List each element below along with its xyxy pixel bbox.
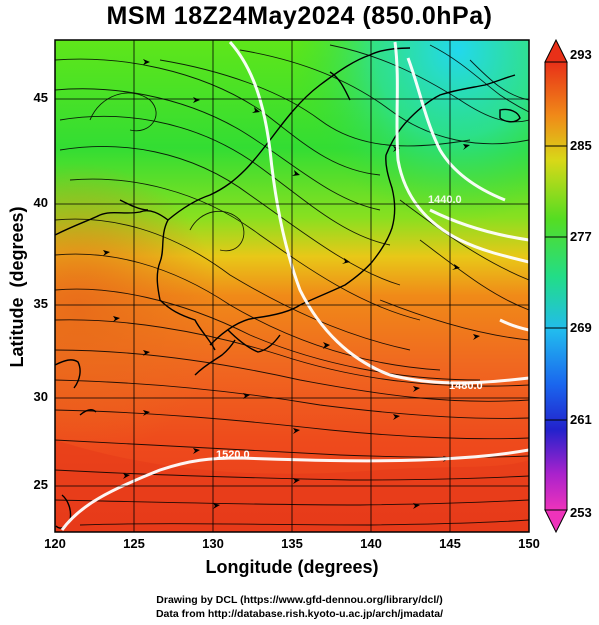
- y-tick-label: 45: [33, 90, 48, 105]
- plot-frame: [54, 39, 530, 533]
- colorbar-tick-label: 261: [570, 412, 592, 427]
- y-tick-label: 25: [33, 477, 48, 492]
- x-tick-label: 130: [202, 536, 224, 551]
- chart-title: MSM 18Z24May2024 (850.0hPa): [106, 2, 493, 30]
- x-axis-label: Longitude (degrees): [205, 557, 379, 577]
- y-tick-label: 40: [33, 195, 48, 210]
- y-tick-label: 35: [33, 296, 48, 311]
- contour-label: 1520.0: [216, 449, 250, 461]
- colorbar-tick-label: 293: [570, 47, 592, 62]
- colorbar-tick-label: 285: [570, 138, 592, 153]
- x-tick-label: 120: [44, 536, 66, 551]
- map-grid: [55, 40, 529, 532]
- contour-label: 1480.0: [449, 380, 483, 392]
- colorbar: [544, 38, 568, 534]
- x-tick-label: 125: [123, 536, 145, 551]
- colorbar-tick-label: 253: [570, 505, 592, 520]
- contour-label: 1440.0: [428, 194, 462, 206]
- y-tick-label: 30: [33, 389, 48, 404]
- credit-data-source: Data from http://database.rish.kyoto-u.a…: [155, 608, 444, 620]
- credit-drawing: Drawing by DCL (https://www.gfd-dennou.o…: [156, 594, 443, 606]
- wind-arrowheads: [103, 59, 480, 509]
- colorbar-tick-label: 277: [570, 229, 592, 244]
- colorbar-bottom-triangle: [544, 509, 568, 534]
- colorbar-top-triangle: [544, 38, 568, 63]
- y-axis-label: Latitude (degrees): [7, 206, 27, 368]
- height-contours: [60, 41, 529, 531]
- colorbar-scale: [544, 61, 568, 511]
- streamlines: [55, 44, 529, 526]
- x-tick-label: 135: [281, 536, 303, 551]
- colorbar-tick-label: 269: [570, 320, 592, 335]
- x-tick-label: 140: [360, 536, 382, 551]
- x-tick-label: 145: [439, 536, 461, 551]
- x-tick-label: 150: [518, 536, 540, 551]
